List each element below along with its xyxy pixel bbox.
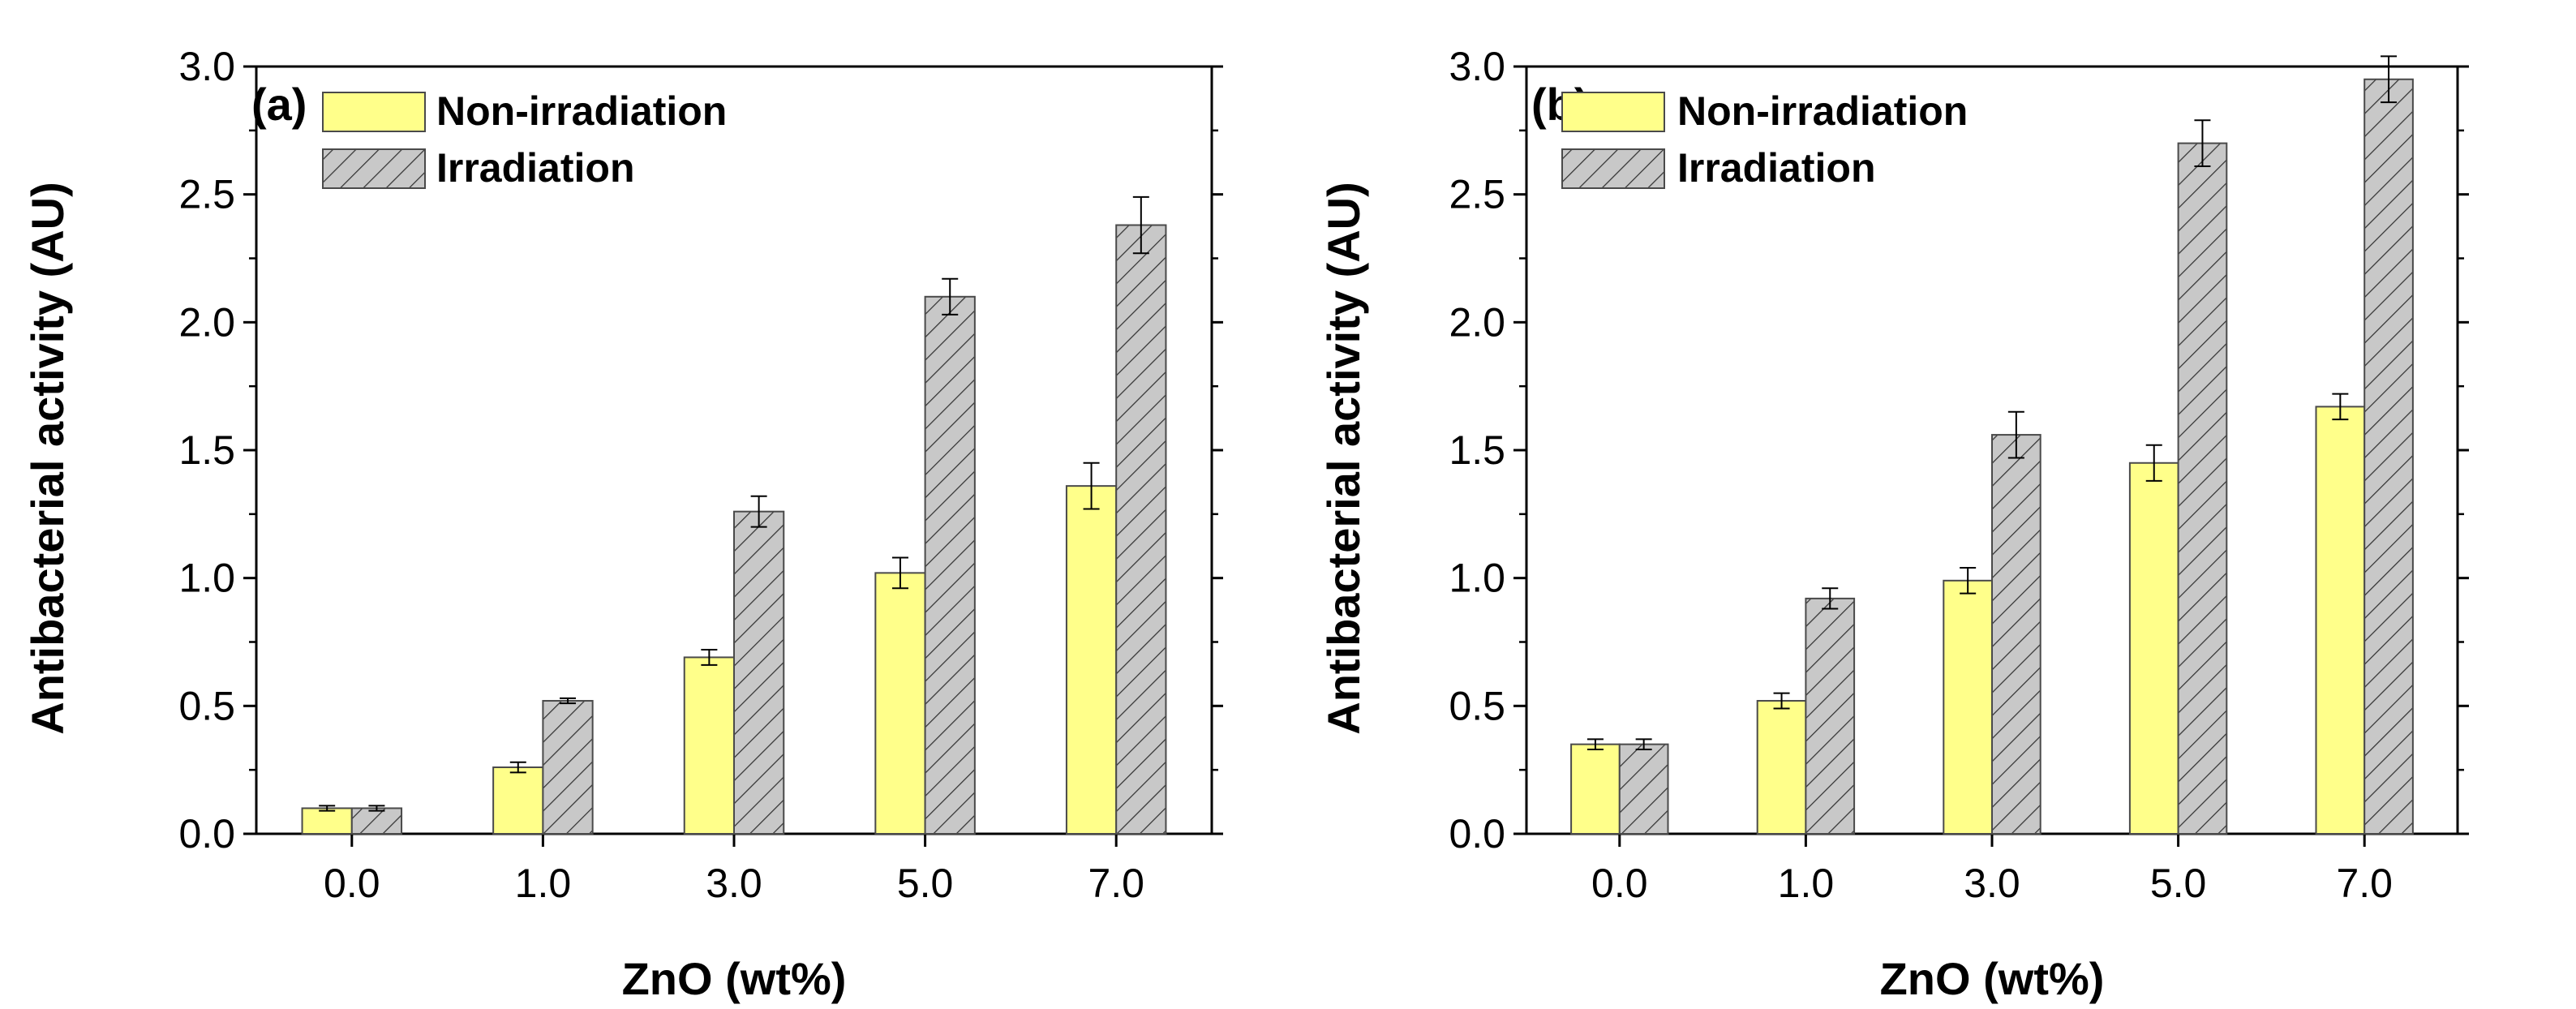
- y-tick-label: 2.5: [178, 172, 235, 217]
- bar-irradiation: [1805, 597, 1856, 835]
- y-axis-title: Antibacterial activity (AU): [1318, 182, 1369, 735]
- bar-irradiation: [2363, 78, 2414, 835]
- bar-irradiation: [1618, 743, 1669, 835]
- bar-non-irradiation: [1570, 743, 1621, 835]
- x-tick-label: 1.0: [1778, 861, 1835, 906]
- bar-non-irradiation: [1943, 579, 1993, 835]
- bar-non-irradiation: [2315, 406, 2366, 835]
- y-tick-label: 3.0: [178, 44, 235, 89]
- chart-panel-b: 0.0 0.5 1.0 1.5 2.0 2.5 3.0 0.0 1.0 3.0 5.0 7.0 ZnO …: [1318, 44, 2469, 1004]
- y-tick-label: 0.5: [1449, 683, 1505, 728]
- y-tick-label: 2.5: [1449, 172, 1505, 217]
- x-tick-label: 7.0: [2336, 861, 2393, 906]
- x-tick-label: 0.0: [324, 861, 380, 906]
- y-axis-title: Antibacterial activity (AU): [22, 182, 73, 735]
- y-tick-label: 1.0: [1449, 556, 1505, 601]
- bar-irradiation: [542, 700, 594, 835]
- legend-label-irradiation: Irradiation: [436, 145, 634, 191]
- y-tick-label: 1.5: [178, 427, 235, 473]
- legend-label-irradiation: Irradiation: [1677, 145, 1875, 191]
- bar-irradiation: [924, 295, 976, 835]
- bar-irradiation: [733, 510, 785, 835]
- x-tick-label: 0.0: [1591, 861, 1648, 906]
- chart-panel-a: 0.0 0.5 1.0 1.5 2.0 2.5 3.0 0.0 1.0 3.0 5.0 7.0 ZnO …: [22, 44, 1223, 1004]
- x-tick-label: 5.0: [2150, 861, 2207, 906]
- y-tick-label: 0.5: [178, 683, 235, 728]
- legend-label-non-irradiation: Non-irradiation: [436, 88, 727, 134]
- x-tick-label: 1.0: [515, 861, 572, 906]
- bar-non-irradiation: [874, 572, 926, 835]
- y-tick-label: 0.0: [178, 811, 235, 857]
- x-tick-label: 3.0: [1964, 861, 2020, 906]
- x-axis-title: ZnO (wt%): [622, 953, 847, 1004]
- y-tick-label: 0.0: [1449, 811, 1505, 857]
- x-axis-title: ZnO (wt%): [1880, 953, 2105, 1004]
- bar-non-irradiation: [2128, 462, 2179, 835]
- legend-swatch-irradiation: [322, 148, 426, 189]
- bar-non-irradiation: [492, 766, 544, 835]
- bar-non-irradiation: [1065, 485, 1118, 835]
- panel-label: (a): [251, 79, 307, 130]
- bar-irradiation: [1991, 434, 2041, 835]
- legend-swatch-non-irradiation: [322, 92, 426, 132]
- x-tick-label: 5.0: [897, 861, 954, 906]
- bar-non-irradiation: [301, 807, 353, 835]
- legend-swatch-irradiation: [1561, 148, 1665, 189]
- y-tick-label: 1.5: [1449, 427, 1505, 473]
- bar-non-irradiation: [1756, 700, 1807, 835]
- bar-irradiation: [350, 807, 403, 835]
- y-tick-label: 1.0: [178, 556, 235, 601]
- y-tick-label: 3.0: [1449, 44, 1505, 89]
- legend-label-non-irradiation: Non-irradiation: [1677, 88, 1968, 134]
- bar-irradiation: [1115, 224, 1167, 835]
- legend-swatch-non-irradiation: [1561, 92, 1665, 132]
- bar-non-irradiation: [683, 656, 736, 835]
- y-tick-label: 2.0: [178, 299, 235, 345]
- x-tick-label: 7.0: [1088, 861, 1144, 906]
- x-tick-label: 3.0: [706, 861, 762, 906]
- bar-irradiation: [2177, 142, 2228, 835]
- y-tick-label: 2.0: [1449, 299, 1505, 345]
